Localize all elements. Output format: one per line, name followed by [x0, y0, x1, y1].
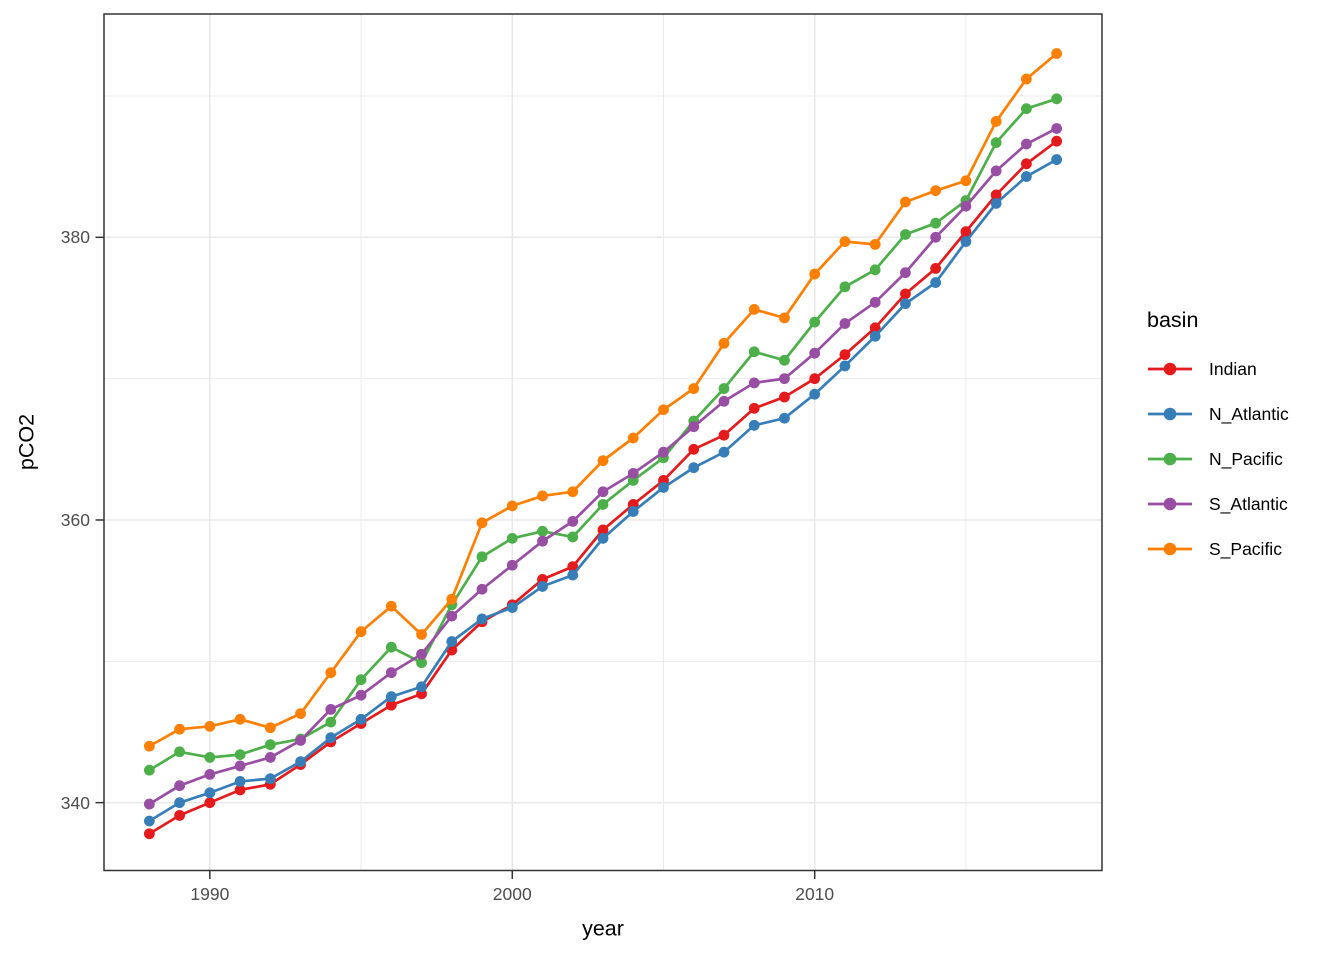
legend-title: basin: [1147, 308, 1199, 332]
legend-item-n-atlantic: N_Atlantic: [1147, 402, 1289, 426]
y-tick-label: 380: [60, 227, 90, 248]
legend-label: N_Atlantic: [1209, 403, 1289, 424]
legend: basin Indian N_Atlantic N_Pacific: [1147, 308, 1289, 582]
legend-item-s-atlantic: S_Atlantic: [1147, 492, 1289, 516]
legend-item-s-pacific: S_Pacific: [1147, 537, 1289, 561]
legend-label: N_Pacific: [1209, 448, 1283, 469]
legend-key-icon: [1148, 362, 1192, 376]
x-tick-label: 1990: [190, 883, 230, 904]
legend-key-icon: [1148, 407, 1192, 421]
legend-key-icon: [1148, 542, 1192, 556]
legend-label: S_Pacific: [1209, 538, 1282, 559]
legend-key-icon: [1148, 452, 1192, 466]
y-tick-label: 340: [60, 792, 90, 813]
legend-label: Indian: [1209, 358, 1257, 379]
legend-label: S_Atlantic: [1209, 493, 1288, 514]
x-tick-label: 2010: [795, 883, 835, 904]
legend-key-icon: [1148, 497, 1192, 511]
y-tick-label: 360: [60, 509, 90, 530]
legend-item-indian: Indian: [1147, 357, 1289, 381]
x-axis-title: year: [582, 916, 624, 941]
y-axis-title: pCO2: [14, 413, 39, 471]
x-tick-label: 2000: [492, 883, 532, 904]
legend-item-n-pacific: N_Pacific: [1147, 447, 1289, 471]
